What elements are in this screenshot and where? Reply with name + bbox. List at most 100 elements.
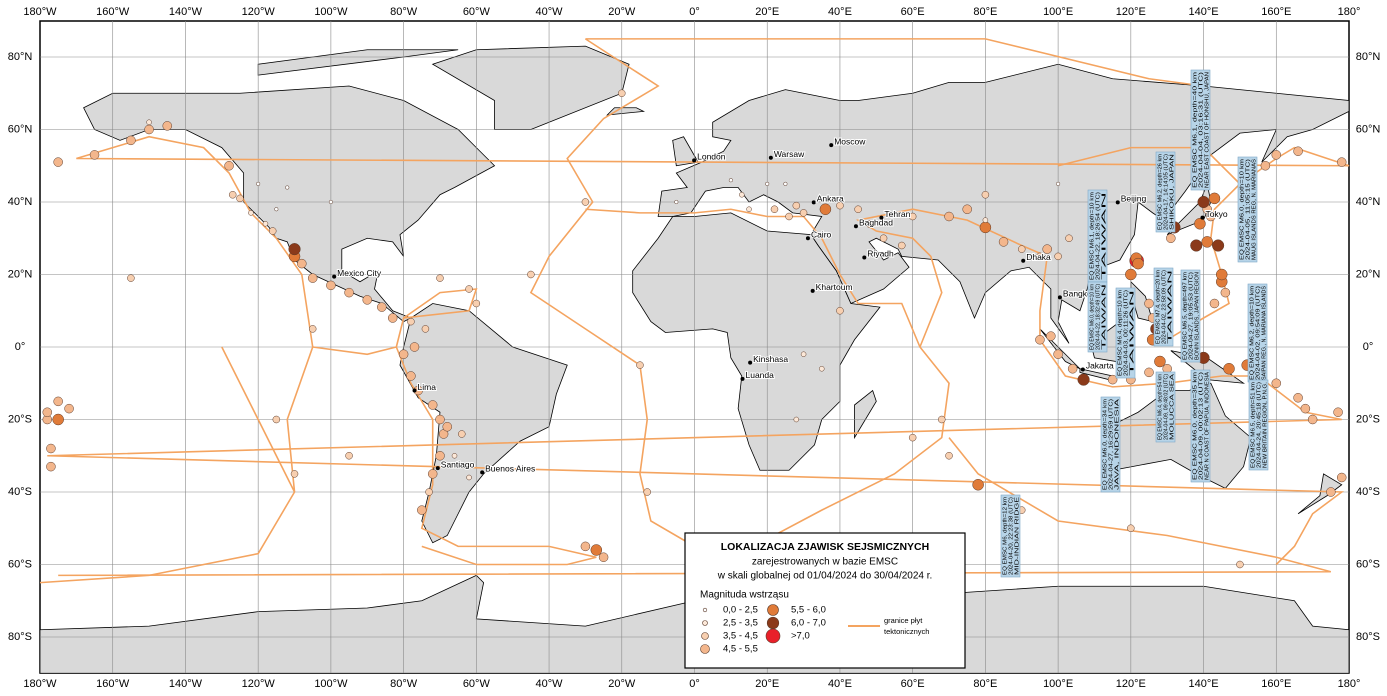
lon-label: 60°E bbox=[901, 678, 925, 690]
city-dot bbox=[748, 360, 753, 365]
earthquake bbox=[421, 325, 430, 333]
earthquake bbox=[908, 433, 917, 442]
annotation-text: EQ EMSC M6, depth=12 km bbox=[1002, 497, 1008, 575]
earthquake bbox=[126, 135, 136, 146]
annotation-text: 2024-04-24, 20:45:18 (UTC) bbox=[1256, 382, 1262, 468]
earthquake bbox=[290, 470, 299, 478]
lon-label: 180° bbox=[1338, 678, 1361, 690]
annotation-text: 2024-04-27, 19:05:53 (UTC) bbox=[1188, 272, 1194, 360]
city-dot bbox=[1115, 200, 1120, 205]
city-dot bbox=[805, 236, 810, 241]
annotation-box bbox=[1115, 287, 1136, 379]
earthquake bbox=[1077, 373, 1090, 386]
earthquake bbox=[972, 479, 984, 491]
annotation: EQ EMSC M6.4, depth=54 km 2024-04-09, 09:… bbox=[1155, 371, 1175, 443]
annotation-text: EQ EMSC M6.4, depth=10 km bbox=[1117, 290, 1123, 376]
lon-label: 60°W bbox=[463, 678, 491, 690]
annotation-box bbox=[1100, 396, 1121, 493]
earthquake bbox=[442, 422, 452, 432]
plate-boundary bbox=[1057, 146, 1241, 185]
earthquake bbox=[1054, 252, 1062, 261]
city-label: Moscow bbox=[834, 136, 866, 146]
city-dot bbox=[829, 143, 834, 148]
city-label: Riyadh bbox=[867, 249, 894, 259]
lat-label: 20°S bbox=[8, 413, 32, 425]
city-dot bbox=[768, 155, 773, 160]
earthquake bbox=[236, 194, 244, 203]
legend-label: 4,5 - 5,5 bbox=[723, 644, 758, 655]
earthquake bbox=[1215, 268, 1228, 281]
earthquake bbox=[1271, 150, 1282, 160]
lat-label: 0° bbox=[15, 341, 26, 353]
lon-label: 0° bbox=[689, 678, 700, 690]
lon-label: 180°W bbox=[23, 678, 57, 690]
earthquake bbox=[674, 199, 679, 205]
earthquake bbox=[800, 351, 807, 357]
earthquake bbox=[793, 416, 800, 423]
city-label: Dhaka bbox=[1026, 252, 1051, 262]
earthquake bbox=[1236, 560, 1244, 569]
landmass bbox=[672, 136, 699, 167]
earthquake bbox=[836, 307, 844, 315]
city-label: Luanda bbox=[745, 370, 774, 380]
legend-label: 3,5 - 4,5 bbox=[723, 631, 758, 642]
earthquake bbox=[89, 150, 100, 160]
annotation: EQ EMSC M6.0, depth=34 km 2024-04-27, 16:… bbox=[1100, 396, 1121, 493]
earthquake bbox=[1132, 257, 1144, 270]
earthquake bbox=[792, 201, 801, 210]
lon-label: 20°E bbox=[755, 6, 779, 18]
earthquake bbox=[590, 544, 603, 556]
earthquake bbox=[53, 157, 63, 167]
annotation: EQ EMSC M6.1, depth=10 km 2024-04-22, 18:… bbox=[1087, 189, 1107, 283]
city-dot bbox=[1080, 367, 1085, 372]
earthquake bbox=[981, 191, 990, 199]
earthquake bbox=[42, 407, 53, 417]
earthquake bbox=[308, 325, 317, 333]
lat-label: 80°S bbox=[8, 631, 32, 643]
lat-label: 20°N bbox=[1356, 268, 1381, 280]
earthquake bbox=[1190, 239, 1203, 252]
legend-title: LOKALIZACJA ZJAWISK SEJSMICZNYCH bbox=[721, 541, 929, 553]
lon-label: 20°E bbox=[755, 678, 779, 690]
earthquake bbox=[783, 181, 788, 186]
lon-label: 100°E bbox=[1043, 6, 1073, 18]
legend-symbol bbox=[765, 628, 781, 644]
earthquake bbox=[1208, 192, 1221, 205]
earthquake bbox=[898, 241, 906, 250]
earthquake bbox=[799, 209, 808, 217]
lon-label: 60°W bbox=[463, 6, 491, 18]
city-dot bbox=[879, 215, 884, 220]
lon-label: 40°W bbox=[536, 678, 564, 690]
earthquake bbox=[1336, 157, 1347, 167]
earthquake bbox=[945, 452, 953, 460]
lat-label: 60°S bbox=[8, 558, 32, 570]
lat-label: 80°S bbox=[1356, 631, 1380, 643]
annotation-text: TAIWAN bbox=[1101, 283, 1107, 350]
city-label: Tehran bbox=[884, 209, 910, 219]
city-dot bbox=[692, 158, 697, 163]
landmass bbox=[606, 107, 646, 116]
earthquake bbox=[466, 474, 472, 481]
earthquake bbox=[1144, 298, 1154, 309]
city-dot bbox=[811, 200, 816, 205]
lon-label: 140°E bbox=[1189, 6, 1219, 18]
city-label: Tokyo bbox=[1205, 209, 1227, 219]
landmass bbox=[854, 389, 877, 440]
city-dot bbox=[412, 388, 417, 393]
earthquake bbox=[1223, 363, 1235, 375]
earthquake bbox=[465, 285, 473, 293]
earthquake bbox=[765, 181, 770, 186]
annotation-box bbox=[1000, 494, 1021, 578]
earthquake bbox=[598, 552, 609, 562]
earthquake bbox=[746, 206, 752, 212]
annotation: EQ EMSC M7.4, depth=20 km 2024-04-02, 23:… bbox=[1153, 267, 1173, 347]
annotation-text: MOLUCCA SEA bbox=[1169, 373, 1175, 440]
annotation-text: 2024-04-17, 14:14:05 (UTC) bbox=[1163, 154, 1169, 230]
city-dot bbox=[862, 255, 867, 260]
annotation-text: EQ EMSC M6.5, depth=51 km bbox=[1250, 382, 1256, 468]
earthquake bbox=[938, 415, 946, 424]
earthquake bbox=[1053, 349, 1063, 359]
earthquake bbox=[1154, 355, 1166, 368]
annotation-box bbox=[1190, 69, 1211, 191]
